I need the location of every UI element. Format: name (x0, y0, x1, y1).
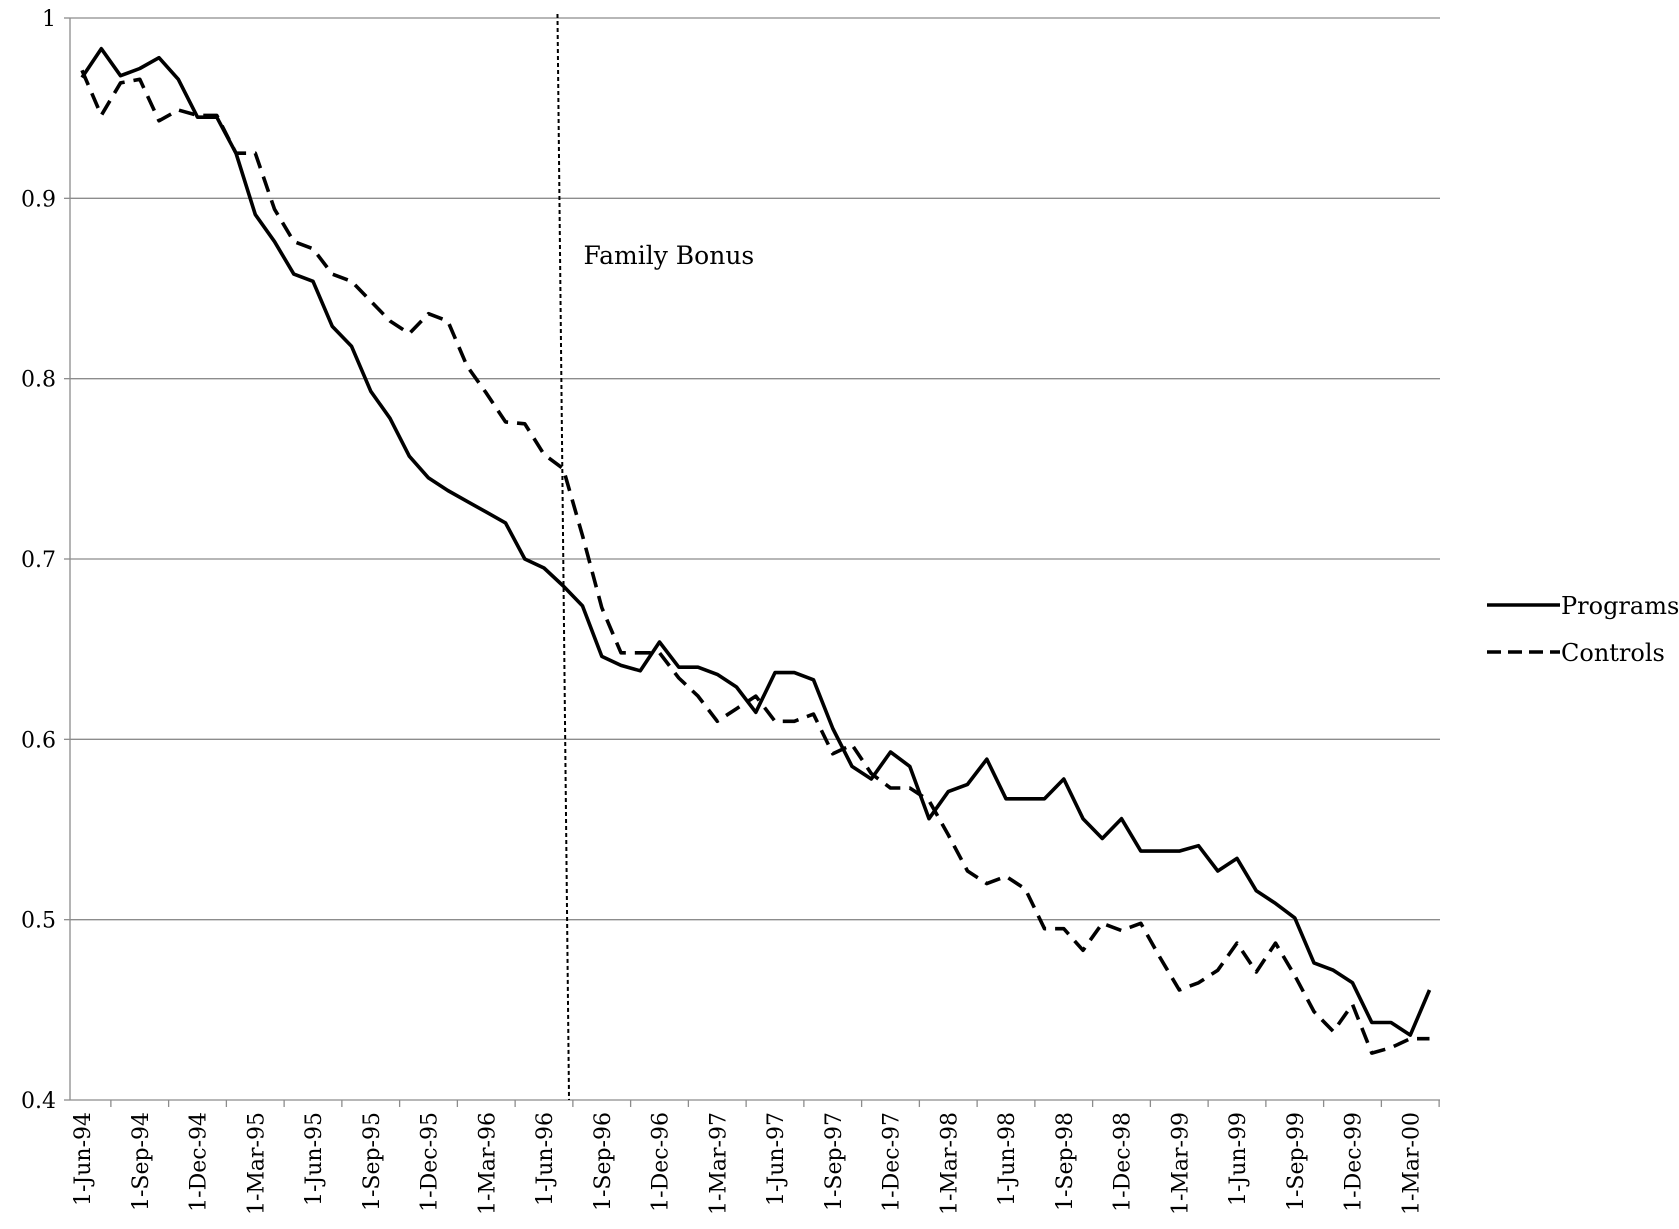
family-bonus-label: Family Bonus (583, 241, 754, 270)
x-tick-label: 1-Dec-98 (1111, 1112, 1136, 1212)
series-line-programs (80, 46, 1432, 1037)
x-tick-label: 1-Jun-97 (764, 1112, 789, 1206)
series-line-controls (80, 69, 1430, 1055)
x-tick-label: 1-Dec-99 (1342, 1112, 1367, 1212)
y-tick-label: 0.6 (21, 728, 56, 753)
x-tick-label: 1-Mar-95 (244, 1112, 269, 1215)
x-tick-label: 1-Sep-95 (360, 1112, 385, 1211)
y-tick-label: 1 (42, 7, 56, 32)
x-tick-label: 1-Dec-94 (187, 1112, 212, 1212)
x-tick-label: 1-Mar-99 (1168, 1112, 1193, 1215)
y-axis-ticks: 0.4 0.5 0.6 0.7 0.8 0.9 1 (21, 7, 70, 1114)
x-tick-label: 1-Dec-97 (880, 1112, 905, 1212)
y-tick-label: 0.4 (21, 1089, 56, 1114)
x-tick-label: 1-Sep-96 (591, 1112, 616, 1211)
series-lines (80, 46, 1432, 1055)
x-tick-label: 1-Jun-99 (1226, 1112, 1251, 1206)
x-tick-label: 1-Sep-94 (129, 1112, 154, 1211)
x-tick-label: 1-Jun-96 (533, 1112, 558, 1206)
y-tick-label: 0.7 (21, 548, 56, 573)
x-tick-label: 1-Jun-94 (71, 1112, 96, 1206)
x-tick-label: 1-Mar-97 (706, 1112, 731, 1215)
legend-label-programs: Programs (1561, 592, 1679, 620)
legend-label-controls: Controls (1561, 639, 1665, 667)
y-tick-label: 0.8 (21, 368, 56, 393)
x-tick-label: 1-Mar-00 (1399, 1112, 1424, 1215)
legend: Programs Controls (1487, 592, 1679, 667)
x-tick-label: 1-Mar-98 (937, 1112, 962, 1215)
annotations: Family Bonus (556, 13, 754, 1101)
x-tick-label: 1-Sep-98 (1053, 1112, 1078, 1211)
x-axis-ticks: 1-Jun-94 1-Sep-94 1-Dec-94 1-Mar-95 1-Jun-95… (71, 1100, 1440, 1215)
family-bonus-line (556, 13, 571, 1101)
y-tick-label: 0.5 (21, 909, 56, 934)
x-tick-label: 1-Sep-99 (1284, 1112, 1309, 1211)
x-tick-label: 1-Jun-95 (302, 1112, 327, 1206)
gridlines (70, 17, 1440, 921)
x-tick-label: 1-Dec-95 (418, 1112, 443, 1212)
x-tick-label: 1-Jun-98 (995, 1112, 1020, 1206)
x-tick-label: 1-Dec-96 (649, 1112, 674, 1212)
x-tick-label: 1-Mar-96 (475, 1112, 500, 1215)
y-tick-label: 0.9 (21, 187, 56, 212)
x-tick-label: 1-Sep-97 (822, 1112, 847, 1211)
